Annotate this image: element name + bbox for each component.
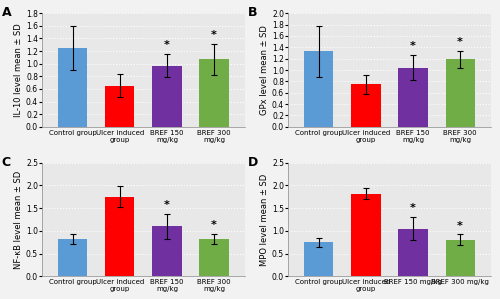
Text: D: D [248,156,258,169]
Text: *: * [457,37,463,47]
Bar [352,194,380,276]
Text: *: * [457,221,463,231]
Bar [152,65,182,127]
Text: C: C [2,156,11,169]
Text: *: * [410,41,416,51]
Bar [152,226,182,276]
Bar [106,197,134,276]
Bar [398,68,428,127]
Bar [446,240,474,276]
Y-axis label: GPx level mean ± SD: GPx level mean ± SD [260,25,269,115]
Y-axis label: NF-κB level mean ± SD: NF-κB level mean ± SD [14,170,23,269]
Text: *: * [211,30,217,39]
Text: *: * [164,40,170,50]
Bar [200,239,228,276]
Text: *: * [410,203,416,213]
Text: *: * [164,200,170,210]
Y-axis label: MPO level mean ± SD: MPO level mean ± SD [260,173,269,266]
Bar [398,228,428,276]
Bar [446,59,474,127]
Y-axis label: IL-10 level mean ± SD: IL-10 level mean ± SD [14,23,23,117]
Bar [58,48,88,127]
Bar [58,239,88,276]
Bar [304,51,334,127]
Bar [304,242,334,276]
Bar [200,59,228,127]
Text: A: A [2,6,12,19]
Text: B: B [248,6,257,19]
Bar [106,86,134,127]
Bar [352,84,380,127]
Text: *: * [211,219,217,230]
